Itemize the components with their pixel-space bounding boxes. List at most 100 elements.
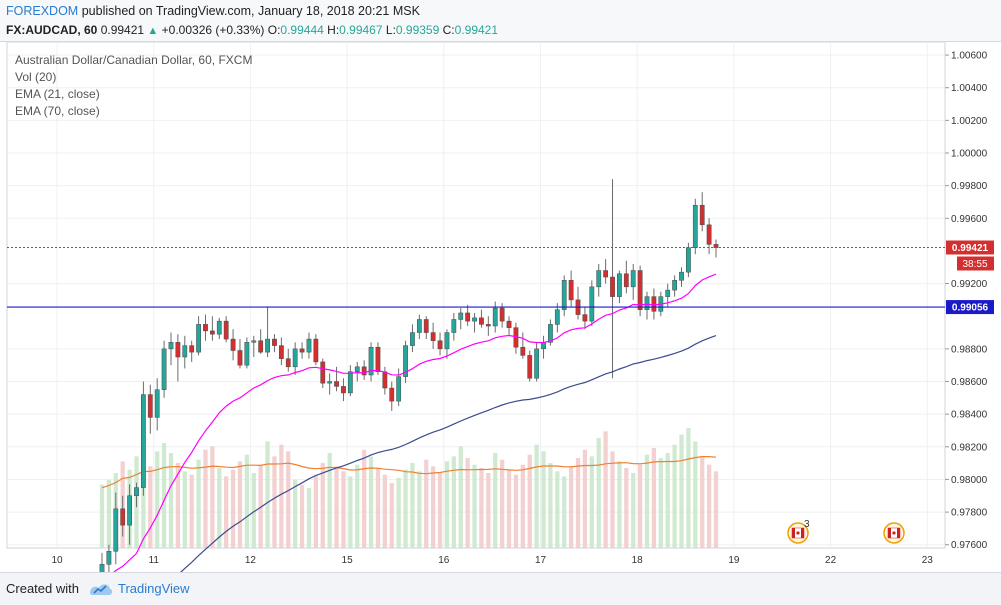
volume-bar	[168, 453, 174, 548]
volume-bar	[575, 458, 581, 548]
price-chart[interactable]: 1.00600 1.00400 1.00200 1.00000 0.99800 0.996…	[0, 42, 1001, 572]
candle-body	[506, 320, 512, 328]
candle-body	[182, 345, 188, 358]
volume-bar	[175, 463, 181, 548]
candle-body	[320, 361, 326, 384]
volume-bar	[306, 488, 312, 548]
open-value: 0.99444	[280, 23, 324, 37]
candle-body	[610, 276, 615, 297]
candle-body	[237, 350, 243, 366]
volume-bar	[672, 444, 677, 548]
volume-bar	[562, 476, 567, 548]
volume-bar	[327, 453, 332, 548]
legend-ema70: EMA (70, close)	[15, 104, 100, 118]
volume-bar	[582, 449, 588, 548]
volume-bar	[479, 468, 484, 548]
volume-bar	[217, 468, 222, 548]
volume-bar	[541, 451, 546, 548]
canada-event-icon[interactable]: 3	[787, 519, 810, 544]
volume-bar	[665, 453, 670, 548]
volume-bar	[362, 449, 367, 548]
volume-bar	[679, 434, 684, 548]
volume-bar	[230, 469, 236, 548]
volume-bar	[499, 459, 505, 548]
high-label: H:	[327, 23, 340, 37]
candle-body	[216, 320, 222, 335]
volume-bar	[513, 474, 519, 548]
countdown-badge: 38:55	[957, 256, 994, 271]
candle-body	[437, 340, 443, 350]
volume-bar	[658, 458, 663, 548]
volume-bar	[196, 459, 201, 548]
candle-body	[396, 376, 402, 402]
y-tick-label: 1.00200	[951, 116, 988, 127]
volume-bar	[568, 466, 574, 548]
y-tick-label: 0.98800	[951, 344, 988, 355]
candle-body	[603, 270, 609, 278]
tradingview-logo-icon[interactable]	[88, 579, 114, 599]
volume-bar	[527, 454, 532, 548]
volume-bar	[299, 484, 305, 548]
x-tick-label: 22	[825, 555, 837, 566]
candle-body	[637, 270, 643, 310]
volume-bar	[237, 461, 243, 548]
candle-body	[686, 247, 691, 273]
candle-body	[403, 345, 408, 377]
candle-body	[99, 564, 105, 572]
volume-bar	[272, 456, 277, 548]
low-label: L:	[385, 23, 396, 37]
candle-body	[527, 355, 533, 379]
volume-bar	[141, 448, 146, 548]
y-tick-label: 0.97800	[951, 508, 988, 519]
candle-body	[706, 224, 712, 245]
volume-bar	[410, 463, 415, 548]
volume-bar	[313, 474, 319, 548]
created-with-label: Created with	[6, 581, 79, 596]
candle-body	[278, 345, 284, 359]
author-link[interactable]: FOREXDOM	[6, 4, 79, 18]
svg-text:0.99421: 0.99421	[952, 243, 989, 254]
candle-body	[375, 346, 381, 372]
candle-body	[534, 348, 540, 379]
volume-bar	[99, 484, 105, 548]
volume-bar	[589, 456, 594, 548]
candle-body	[175, 342, 181, 358]
legend-vol: Vol (20)	[15, 70, 56, 84]
candle-body	[196, 324, 201, 353]
candle-body	[554, 309, 560, 325]
volume-bar	[424, 459, 429, 548]
change-value: +0.00326 (+0.33%)	[161, 23, 265, 37]
volume-bar	[458, 446, 463, 548]
candle-body	[258, 340, 264, 353]
candle-body	[451, 319, 457, 333]
volume-bar	[396, 478, 401, 548]
y-tick-label: 0.98200	[951, 442, 988, 453]
svg-text:0.99056: 0.99056	[952, 303, 989, 314]
volume-bar	[203, 449, 208, 548]
candle-body	[492, 307, 498, 327]
volume-bar	[244, 454, 250, 548]
candle-body	[154, 389, 160, 418]
candle-body	[617, 273, 622, 297]
y-tick-label: 1.00400	[951, 83, 988, 94]
candle-body	[223, 320, 229, 340]
candle-body	[272, 338, 277, 346]
close-label: C:	[442, 23, 455, 37]
candle-body	[389, 387, 395, 402]
legend-title: Australian Dollar/Canadian Dollar, 60, F…	[15, 53, 252, 67]
canada-event-icon[interactable]	[883, 522, 905, 544]
publish-info: published on TradingView.com, January 18…	[81, 4, 420, 18]
candle-body	[230, 338, 236, 351]
volume-bar	[334, 466, 339, 548]
candle-body	[141, 394, 146, 488]
candle-body	[630, 270, 636, 288]
volume-bar	[693, 441, 698, 548]
volume-bar	[148, 466, 153, 548]
candle-body	[347, 371, 353, 394]
candle-body	[354, 366, 360, 372]
tradingview-link[interactable]: TradingView	[118, 581, 190, 596]
y-tick-label: 0.97600	[951, 540, 988, 551]
x-tick-label: 16	[438, 555, 450, 566]
candle-body	[541, 342, 546, 350]
